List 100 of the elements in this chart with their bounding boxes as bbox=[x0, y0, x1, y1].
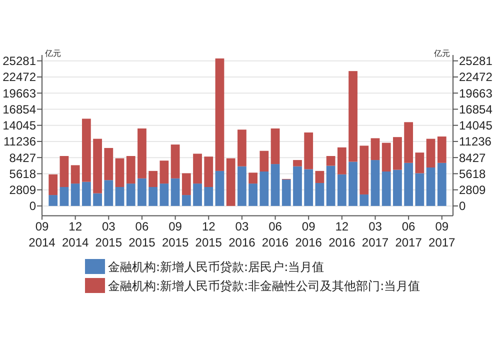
bar bbox=[82, 118, 91, 182]
y2-tick-label: 14045 bbox=[459, 118, 493, 133]
bar bbox=[204, 187, 214, 206]
y-tick-label: 0 bbox=[29, 199, 36, 214]
bar bbox=[382, 142, 391, 172]
y2-axis-title: 亿元 bbox=[433, 49, 450, 58]
bar bbox=[304, 169, 314, 206]
bar bbox=[226, 158, 236, 206]
y2-tick-label: 19663 bbox=[459, 86, 493, 100]
bar bbox=[348, 71, 358, 162]
bar bbox=[248, 184, 258, 206]
bar bbox=[248, 172, 258, 184]
y-tick-label: 25281 bbox=[2, 54, 36, 68]
bar bbox=[60, 156, 69, 188]
bar bbox=[270, 164, 280, 206]
bar bbox=[238, 130, 246, 166]
bar bbox=[182, 173, 191, 196]
y-tick-label: 22472 bbox=[2, 70, 36, 84]
x-tick-label: 09 2016 bbox=[295, 220, 322, 250]
bar bbox=[126, 156, 136, 184]
bar bbox=[70, 165, 80, 184]
bar bbox=[270, 128, 280, 164]
bar bbox=[238, 166, 246, 206]
bar bbox=[148, 187, 158, 206]
x-tick-label: 09 2014 bbox=[28, 220, 56, 250]
legend-label: 金融机构:新增人民币贷款:居民户:当月值 bbox=[108, 260, 324, 274]
y2-tick-label: 11236 bbox=[459, 134, 492, 149]
bar bbox=[315, 170, 324, 183]
x-tick-label: 06 2016 bbox=[262, 220, 289, 250]
x-tick-label: 09 2015 bbox=[162, 220, 189, 250]
y-axis-title: 亿元 bbox=[44, 49, 61, 58]
x-tick-label: 12 2014 bbox=[62, 220, 89, 250]
y-tick-label: 14045 bbox=[2, 118, 36, 133]
bar bbox=[404, 122, 414, 163]
y2-tick-label: 8427 bbox=[459, 150, 486, 165]
bar bbox=[293, 166, 302, 206]
bar bbox=[115, 158, 124, 188]
bar bbox=[182, 195, 191, 206]
y2-tick-label: 2809 bbox=[459, 183, 486, 198]
y2-tick-label: 5618 bbox=[459, 166, 486, 181]
bar bbox=[393, 137, 402, 170]
y-tick-label: 5618 bbox=[9, 166, 36, 181]
bar bbox=[170, 178, 180, 206]
y-tick-label: 8427 bbox=[9, 150, 36, 165]
bar bbox=[304, 132, 314, 170]
y-tick-label: 2809 bbox=[9, 183, 36, 198]
bar bbox=[82, 182, 91, 206]
bar bbox=[404, 162, 414, 206]
bar bbox=[138, 178, 146, 206]
bar bbox=[260, 150, 269, 172]
bar bbox=[160, 160, 169, 184]
bar bbox=[104, 148, 114, 180]
y-tick-label: 16854 bbox=[2, 102, 36, 116]
x-tick-label: 12 2015 bbox=[195, 220, 222, 250]
bar bbox=[160, 184, 169, 206]
bar bbox=[370, 138, 380, 160]
x-tick-label: 03 2016 bbox=[228, 220, 256, 250]
bar bbox=[426, 167, 436, 206]
bar bbox=[337, 147, 346, 174]
bar bbox=[126, 184, 136, 206]
y2-tick-label: 25281 bbox=[459, 54, 493, 68]
bar bbox=[426, 138, 436, 168]
bar bbox=[115, 187, 124, 206]
bar bbox=[315, 182, 324, 206]
bar bbox=[60, 187, 69, 206]
x-tick-label: 03 2015 bbox=[95, 220, 122, 250]
bar bbox=[48, 195, 58, 206]
y-tick-label: 19663 bbox=[2, 86, 36, 100]
bar bbox=[437, 136, 446, 163]
bar bbox=[260, 172, 269, 206]
bar bbox=[70, 184, 80, 206]
bar bbox=[393, 170, 402, 206]
bar bbox=[360, 146, 369, 194]
bar bbox=[337, 174, 346, 206]
x-tick-label: 09 2017 bbox=[428, 220, 456, 250]
bar bbox=[282, 180, 291, 206]
y2-tick-label: 16854 bbox=[459, 102, 493, 116]
bar bbox=[48, 174, 58, 196]
bar bbox=[360, 194, 369, 206]
bar bbox=[326, 166, 336, 206]
bar bbox=[437, 162, 446, 206]
x-tick-label: 06 2017 bbox=[395, 220, 422, 250]
bar bbox=[382, 172, 391, 206]
x-tick-label: 06 2015 bbox=[128, 220, 156, 250]
bar bbox=[170, 144, 180, 178]
y-tick-label: 11236 bbox=[4, 134, 36, 149]
bar bbox=[193, 154, 202, 184]
bar bbox=[348, 162, 358, 206]
x-tick-label: 03 2017 bbox=[362, 220, 389, 250]
bar bbox=[93, 193, 102, 206]
bar bbox=[204, 156, 214, 188]
x-tick-label: 12 2016 bbox=[328, 220, 356, 250]
bar bbox=[148, 170, 158, 188]
bar bbox=[293, 160, 302, 166]
bar bbox=[415, 173, 424, 206]
bar bbox=[93, 138, 102, 194]
bar bbox=[193, 184, 202, 206]
bar bbox=[138, 128, 146, 178]
legend-label: 金融机构:新增人民币贷款:非金融性公司及其他部门:当月值 bbox=[108, 279, 420, 293]
y2-tick-label: 0 bbox=[459, 199, 466, 214]
